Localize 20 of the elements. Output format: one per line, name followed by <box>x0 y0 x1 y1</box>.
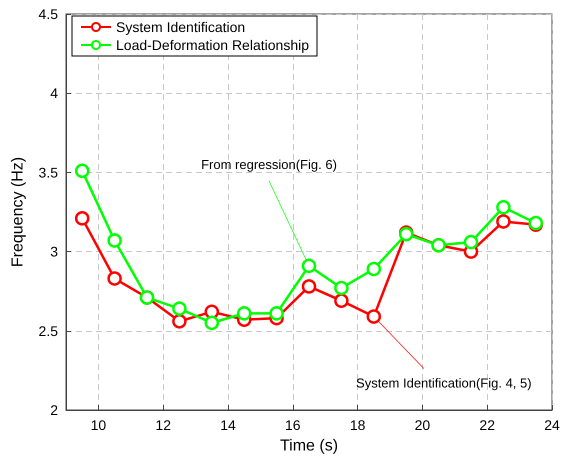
y-tick-label: 3 <box>50 244 58 260</box>
x-tick-label: 18 <box>350 417 366 433</box>
x-tick-label: 20 <box>414 417 430 433</box>
y-tick-label: 4.5 <box>38 6 58 22</box>
x-tick-label: 12 <box>155 417 172 433</box>
x-tick-label: 22 <box>479 417 496 433</box>
y-tick-label: 2.5 <box>38 322 58 339</box>
legend-label: Load-Deformation Relationship <box>116 37 310 53</box>
annotation: System Identification(Fig. 4, 5) <box>356 376 532 391</box>
y-tick-label: 3.5 <box>38 164 58 180</box>
annotation: From regression(Fig. 6) <box>201 156 337 172</box>
x-tick-label: 10 <box>90 417 106 433</box>
y-axis-title: Frequency (Hz) <box>10 156 26 268</box>
x-tick-label: 24 <box>544 417 560 433</box>
x-tick-label: 16 <box>285 417 301 433</box>
x-tick-label: 14 <box>220 417 236 433</box>
x-axis-title: Time (s) <box>280 438 338 454</box>
y-tick-label: 4 <box>50 85 58 102</box>
legend-label: System Identification <box>116 19 246 35</box>
y-tick-label: 2 <box>50 402 58 418</box>
